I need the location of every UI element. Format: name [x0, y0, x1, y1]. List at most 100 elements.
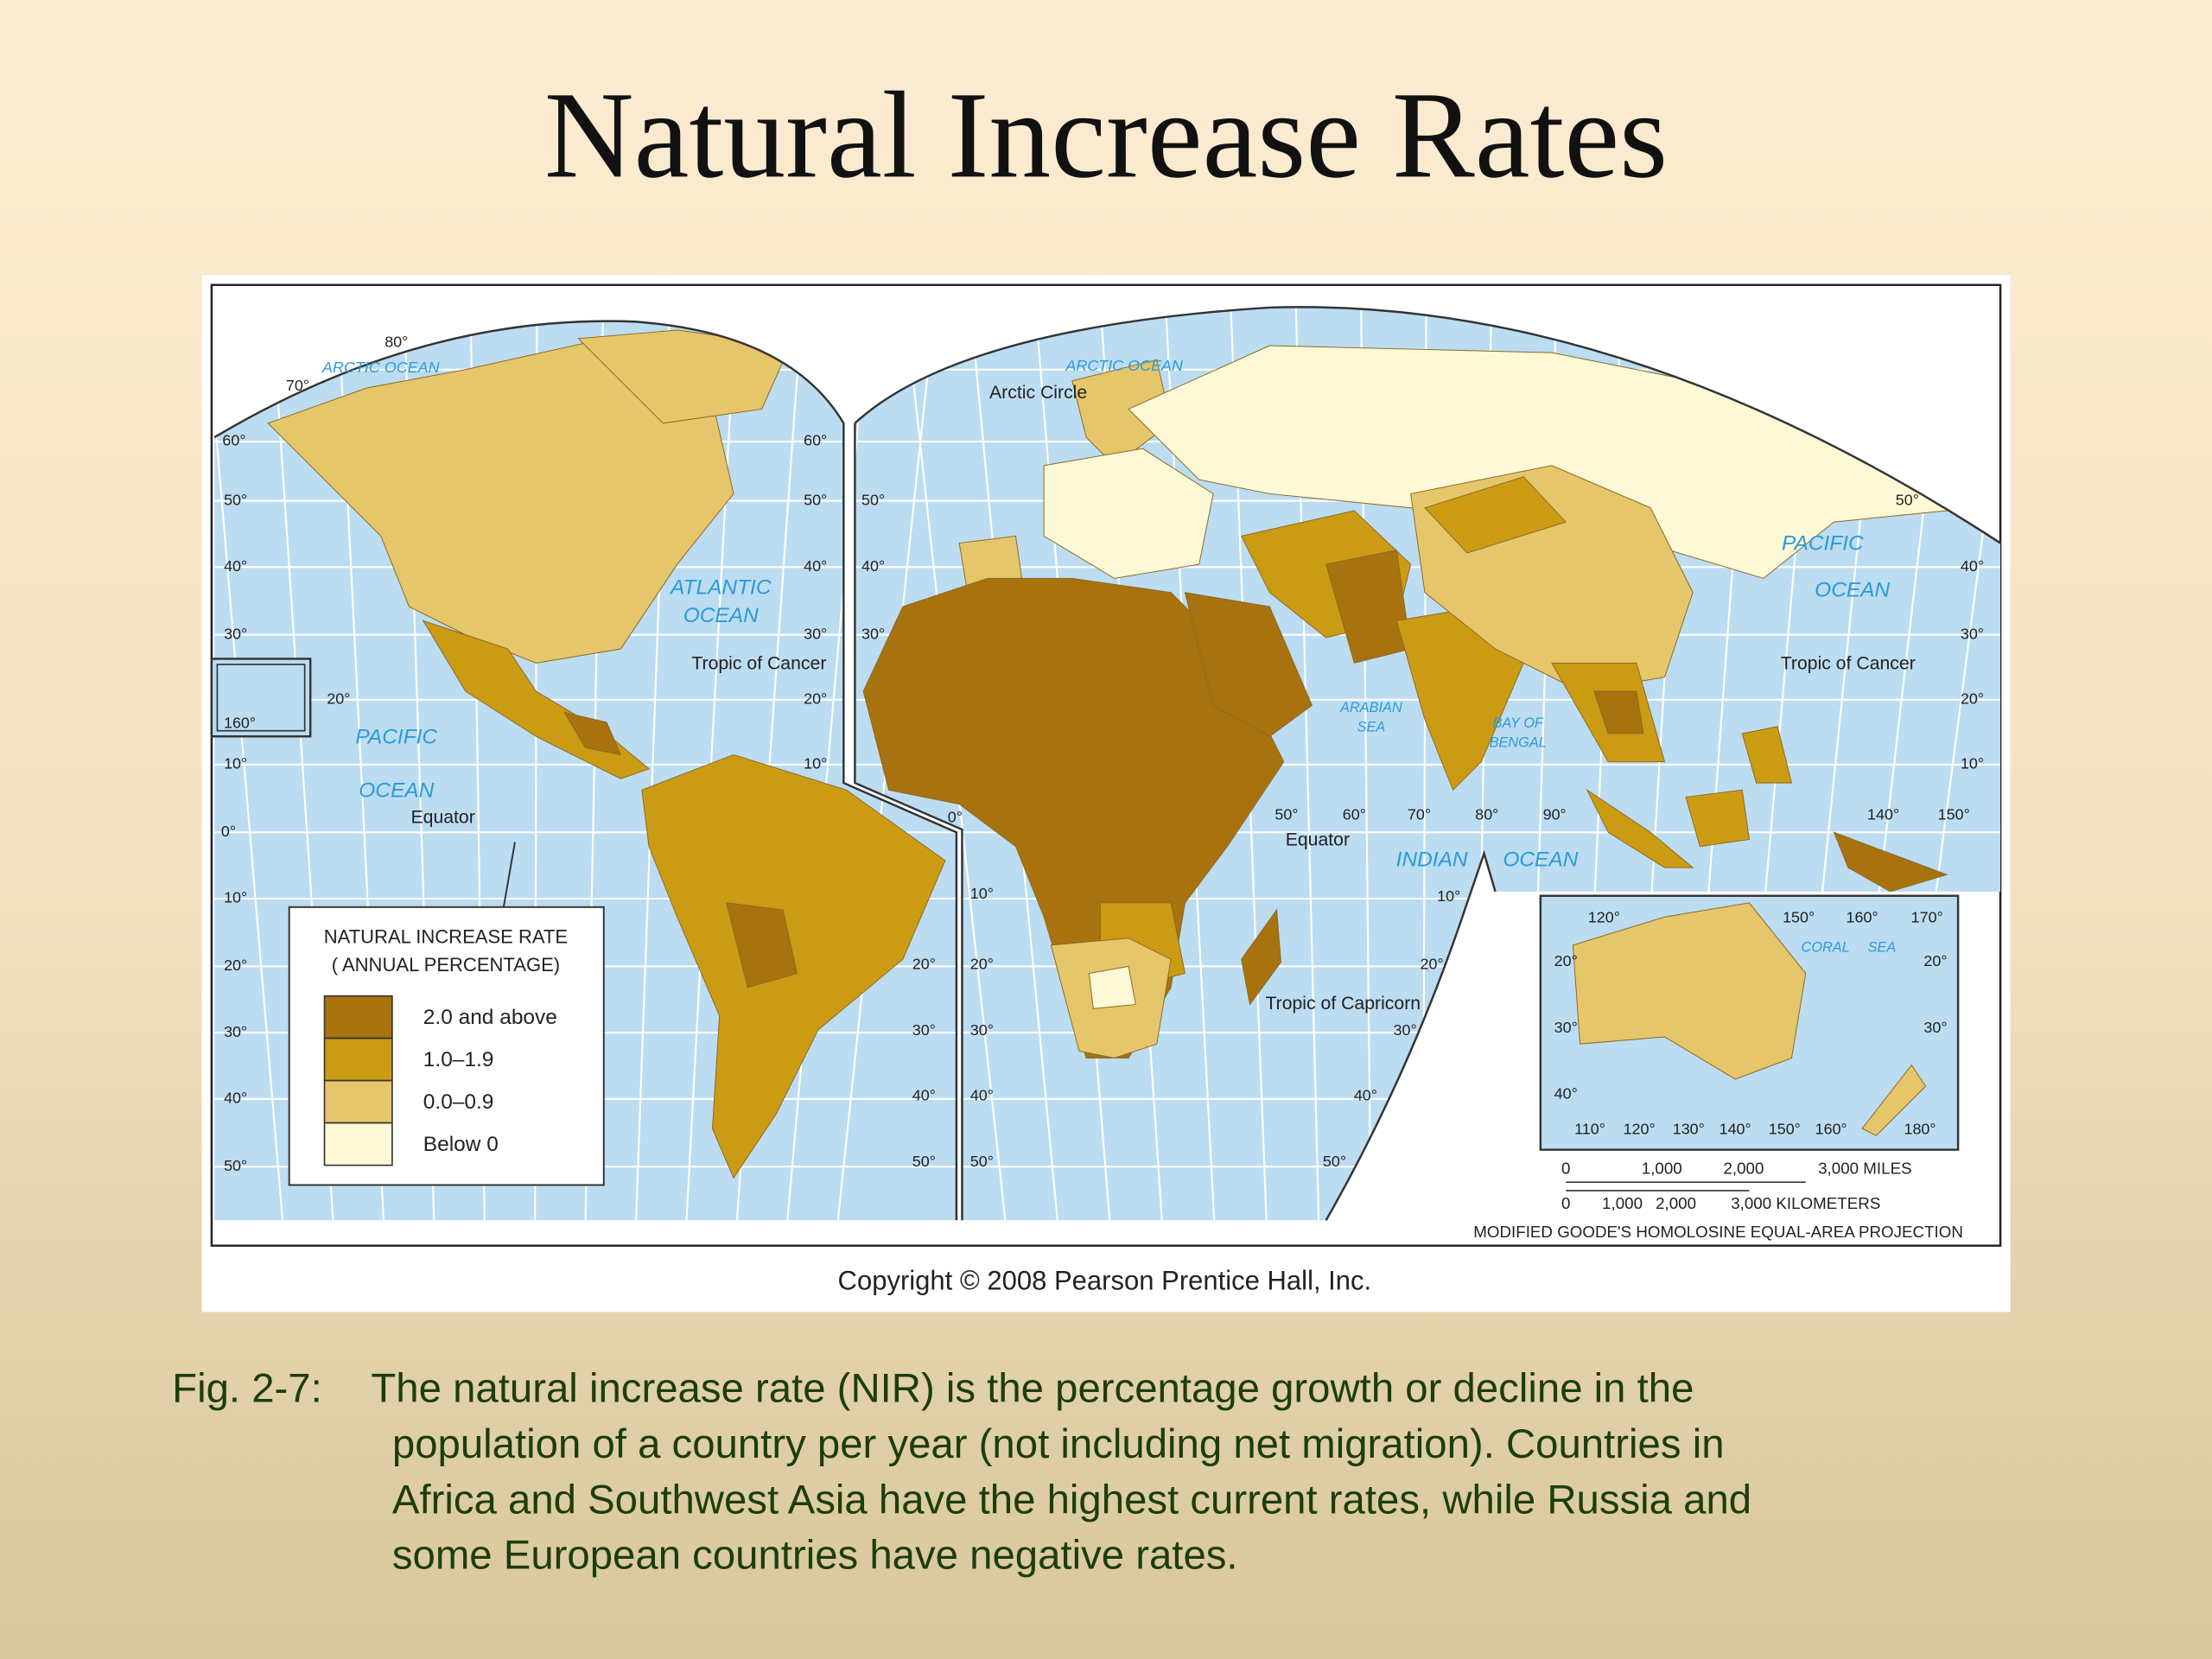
- degree-label: 140°: [1719, 1120, 1751, 1137]
- degree-label: 40°: [912, 1086, 936, 1103]
- degree-label: 40°: [861, 557, 885, 575]
- degree-label: 10°: [1437, 887, 1460, 905]
- degree-label: 120°: [1624, 1120, 1656, 1137]
- country-region: [577, 329, 791, 424]
- projection-label: MODIFIED GOODE'S HOMOLOSINE EQUAL-AREA P…: [1473, 1223, 1963, 1241]
- degree-label: 150°: [1938, 805, 1970, 823]
- degree-label: 160°: [224, 714, 256, 731]
- degree-label: 40°: [804, 557, 827, 575]
- ocean-label: BAY OF: [1493, 715, 1544, 731]
- legend-label: 0.0–0.9: [423, 1090, 494, 1114]
- ocean-label: SEA: [1357, 720, 1386, 735]
- reference-line-label: Tropic of Cancer: [691, 654, 826, 674]
- legend-label: Below 0: [423, 1133, 499, 1156]
- degree-label: 30°: [1394, 1021, 1417, 1039]
- legend-label: 2.0 and above: [423, 1006, 557, 1029]
- country-region: [1184, 592, 1313, 737]
- degree-label: 50°: [1274, 805, 1298, 823]
- degree-label: 170°: [1911, 909, 1943, 926]
- graticule: [214, 307, 284, 1221]
- degree-label: 30°: [912, 1021, 936, 1039]
- degree-label: 20°: [970, 955, 994, 972]
- ocean-label: OCEAN: [683, 604, 759, 627]
- degree-label: 180°: [1904, 1120, 1936, 1137]
- reference-line-label: Tropic of Cancer: [1781, 654, 1916, 674]
- degree-label: 150°: [1769, 1120, 1801, 1137]
- ocean-label: OCEAN: [1503, 848, 1578, 871]
- degree-label: 40°: [1354, 1086, 1377, 1103]
- country-region: [726, 902, 798, 988]
- degree-label: 150°: [1783, 909, 1815, 926]
- scale-label: 0: [1561, 1194, 1570, 1212]
- country-region: [862, 577, 1285, 1058]
- degree-label: 30°: [1554, 1019, 1578, 1036]
- legend-swatch: [323, 1037, 393, 1082]
- ocean-label: INDIAN: [1396, 848, 1468, 871]
- degree-label: 30°: [224, 625, 247, 642]
- caption-line: some European countries have negative ra…: [392, 1533, 1238, 1579]
- caption-line: population of a country per year (not in…: [392, 1421, 1725, 1467]
- map: [210, 306, 2001, 1221]
- scale-label: 0: [1561, 1159, 1570, 1177]
- degree-label: 20°: [327, 690, 350, 708]
- degree-label: 20°: [1923, 952, 1947, 969]
- degree-label: 40°: [1554, 1085, 1578, 1103]
- degree-label: 160°: [1847, 909, 1878, 926]
- degree-label: 20°: [804, 690, 827, 708]
- country-region: [1685, 789, 1751, 848]
- caption-line: The natural increase rate (NIR) is the p…: [371, 1365, 1694, 1411]
- degree-label: 50°: [804, 491, 827, 508]
- country-region: [1088, 965, 1136, 1009]
- reference-line-label: Arctic Circle: [989, 383, 1087, 403]
- degree-label: 90°: [1543, 805, 1567, 823]
- country-region: [1241, 908, 1281, 1006]
- degree-label: 20°: [912, 955, 936, 972]
- country-region: [1043, 448, 1214, 579]
- legend-swatch: [323, 995, 393, 1039]
- degree-label: 40°: [1961, 557, 1984, 575]
- degree-label: 40°: [224, 1090, 247, 1107]
- ocean-label: SEA: [1868, 939, 1897, 955]
- degree-label: 50°: [912, 1153, 936, 1170]
- degree-label: 160°: [1815, 1120, 1847, 1137]
- degree-label: 130°: [1673, 1120, 1705, 1137]
- slide-title: Natural Increase Rates: [544, 67, 1668, 204]
- legend-swatch: [323, 1122, 393, 1166]
- degree-label: 50°: [224, 1157, 247, 1174]
- degree-label: 0°: [221, 823, 236, 840]
- ocean-label: ARABIAN: [1339, 700, 1402, 715]
- country-region: [1593, 690, 1644, 734]
- degree-label: 10°: [224, 889, 247, 906]
- reference-line-label: Equator: [1286, 830, 1350, 850]
- country-region: [563, 711, 622, 756]
- ocean-label: ATLANTIC: [669, 575, 772, 599]
- degree-label: 60°: [804, 432, 827, 449]
- ocean-label: ARCTIC OCEAN: [1065, 357, 1183, 374]
- copyright: Copyright © 2008 Pearson Prentice Hall, …: [838, 1265, 1372, 1295]
- degree-label: 50°: [1896, 491, 1919, 508]
- legend-label: 1.0–1.9: [423, 1048, 494, 1071]
- degree-label: 20°: [1554, 952, 1578, 969]
- degree-label: 30°: [1923, 1019, 1947, 1036]
- scale-label: 1,000: [1642, 1159, 1682, 1177]
- country-region: [1424, 476, 1567, 554]
- degree-label: 50°: [970, 1153, 994, 1170]
- degree-label: 50°: [861, 491, 885, 508]
- ocean-label: PACIFIC: [1782, 532, 1864, 556]
- caption-label: Fig. 2-7:: [172, 1365, 322, 1411]
- degree-label: 0°: [948, 809, 963, 826]
- scale-label: 1,000: [1602, 1194, 1643, 1212]
- scale-label: 2,000: [1723, 1159, 1764, 1177]
- reference-line-label: Equator: [410, 808, 474, 828]
- degree-label: 50°: [1323, 1153, 1346, 1170]
- degree-label: 10°: [804, 755, 827, 772]
- country-region: [1586, 788, 1694, 868]
- degree-label: 40°: [970, 1086, 994, 1103]
- country-region: [1572, 902, 1807, 1080]
- degree-label: 10°: [970, 885, 994, 902]
- caption-line: Africa and Southwest Asia have the highe…: [392, 1477, 1751, 1522]
- degree-label: 20°: [1421, 955, 1444, 972]
- scale-label: 3,000 MILES: [1818, 1159, 1912, 1177]
- ocean-label: OCEAN: [359, 779, 434, 802]
